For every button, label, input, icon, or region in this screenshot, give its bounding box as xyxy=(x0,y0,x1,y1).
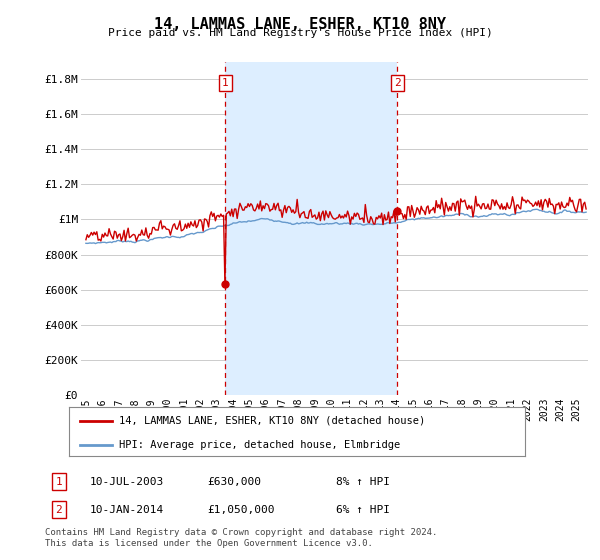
Text: 2: 2 xyxy=(394,78,401,88)
Text: Price paid vs. HM Land Registry's House Price Index (HPI): Price paid vs. HM Land Registry's House … xyxy=(107,28,493,38)
Text: HPI: Average price, detached house, Elmbridge: HPI: Average price, detached house, Elmb… xyxy=(119,440,400,450)
Text: Contains HM Land Registry data © Crown copyright and database right 2024.
This d: Contains HM Land Registry data © Crown c… xyxy=(45,528,437,548)
Text: £630,000: £630,000 xyxy=(207,477,261,487)
Text: 10-JUL-2003: 10-JUL-2003 xyxy=(90,477,164,487)
Text: 1: 1 xyxy=(222,78,229,88)
Text: 10-JAN-2014: 10-JAN-2014 xyxy=(90,505,164,515)
Text: 6% ↑ HPI: 6% ↑ HPI xyxy=(336,505,390,515)
Text: 2: 2 xyxy=(55,505,62,515)
Text: 1: 1 xyxy=(55,477,62,487)
Text: £1,050,000: £1,050,000 xyxy=(207,505,275,515)
Text: 14, LAMMAS LANE, ESHER, KT10 8NY: 14, LAMMAS LANE, ESHER, KT10 8NY xyxy=(154,17,446,32)
Bar xyxy=(226,62,397,395)
Text: 14, LAMMAS LANE, ESHER, KT10 8NY (detached house): 14, LAMMAS LANE, ESHER, KT10 8NY (detach… xyxy=(119,416,425,426)
Text: 8% ↑ HPI: 8% ↑ HPI xyxy=(336,477,390,487)
